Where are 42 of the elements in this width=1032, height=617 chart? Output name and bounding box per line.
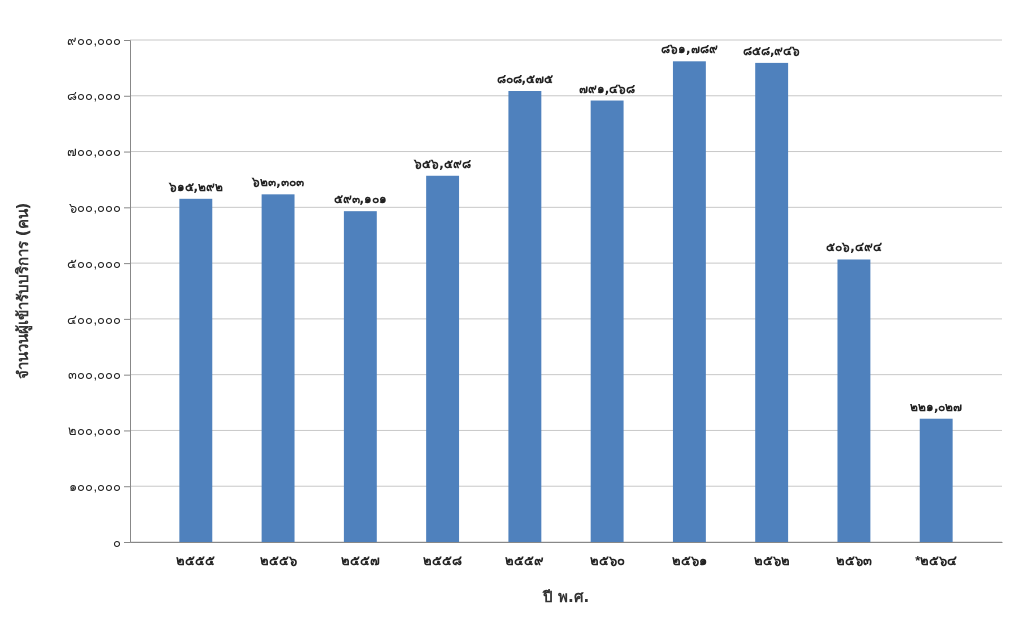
y-tick-label: ๘๐๐,๐๐๐ [67,88,121,104]
y-tick-label: ๐ [113,534,121,550]
bar [343,211,377,542]
y-tick-label: ๑๐๐,๐๐๐ [69,478,121,494]
data-label: ๖๕๖,๕๙๘ [413,156,471,171]
y-axis-title: จำนวนผู้เข้ารับบริการ (คน) [14,202,33,380]
x-tick-label: *๒๕๖๔ [915,553,958,569]
data-label: ๘๕๘,๙๔๖ [742,43,801,58]
x-tick-label: ๒๕๖๓ [835,553,872,569]
bar [426,175,460,542]
data-label: ๗๙๑,๔๖๘ [578,81,636,96]
y-tick-label: ๔๐๐,๐๐๐ [67,311,121,327]
data-label: ๘๐๘,๕๗๕ [496,71,554,86]
data-label: ๕๙๓,๑๐๑ [333,192,388,207]
bar [837,259,871,542]
y-tick-label: ๖๐๐,๐๐๐ [69,199,121,215]
data-label: ๖๒๓,๓๐๓ [251,175,304,190]
y-tick-label: ๗๐๐,๐๐๐ [67,144,121,160]
x-tick-label: ๒๕๕๙ [505,553,545,569]
bar [919,418,953,542]
data-label: ๒๒๑,๐๒๗ [909,399,963,414]
y-tick-label: ๒๐๐,๐๐๐ [68,423,121,439]
bar [508,90,542,542]
x-tick-label: ๒๕๕๕ [176,553,216,569]
data-label: ๕๐๖,๔๙๔ [826,240,882,255]
x-tick-label: ๒๕๖๒ [753,553,790,569]
x-axis-title: ปี พ.ศ. [541,588,590,606]
bar [590,100,624,542]
x-tick-label: ๒๕๖๑ [671,553,707,569]
bar [261,194,295,542]
y-tick-label: ๓๐๐,๐๐๐ [68,367,121,383]
bar [755,62,789,542]
bar [672,61,706,542]
x-tick-label: ๒๕๕๗ [340,553,380,569]
bar [179,198,213,542]
y-tick-label: ๙๐๐,๐๐๐ [67,32,121,48]
y-tick-label: ๕๐๐,๐๐๐ [67,255,121,271]
x-tick-label: ๒๕๕๘ [423,553,463,569]
x-tick-label: ๒๕๕๖ [259,553,297,569]
data-label: ๖๑๕,๒๙๒ [167,179,224,194]
x-tick-label: ๒๕๖๐ [589,553,625,569]
data-label: ๘๖๑,๗๘๙ [661,42,718,57]
